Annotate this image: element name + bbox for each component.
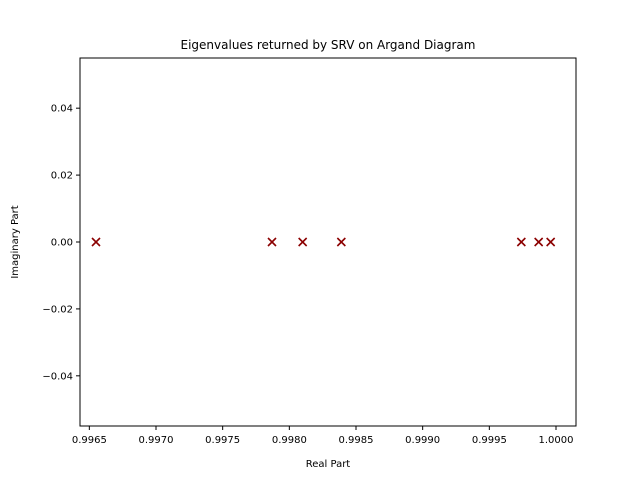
data-point <box>534 237 544 247</box>
data-point <box>267 237 277 247</box>
data-point <box>336 237 346 247</box>
x-tick-label: 0.9970 <box>139 435 174 446</box>
x-tick-label: 0.9985 <box>339 435 374 446</box>
x-tick-label: 0.9995 <box>472 435 507 446</box>
x-tick-label: 0.9980 <box>272 435 307 446</box>
x-axis: 0.9965 0.9970 0.9975 0.9980 0.9985 0.9990 0.99… <box>72 426 574 446</box>
data-point <box>91 237 101 247</box>
x-tick-label: 0.9965 <box>72 435 107 446</box>
x-tick-label: 0.9990 <box>405 435 440 446</box>
data-points <box>91 237 556 247</box>
data-point <box>298 237 308 247</box>
y-tick-label: 0.04 <box>51 104 73 115</box>
y-tick-label: 0.00 <box>51 238 73 249</box>
y-tick-label: −0.04 <box>42 371 73 382</box>
x-tick-label: 1.0000 <box>539 435 574 446</box>
data-point <box>516 237 526 247</box>
chart-title: Eigenvalues returned by SRV on Argand Di… <box>181 38 476 52</box>
data-point <box>546 237 556 247</box>
y-tick-label: −0.02 <box>42 304 73 315</box>
x-axis-label: Real Part <box>306 459 351 470</box>
y-axis-label: Imaginary Part <box>10 205 21 278</box>
y-axis: −0.04 −0.02 0.00 0.02 0.04 <box>42 104 80 382</box>
x-tick-label: 0.9975 <box>205 435 240 446</box>
plot-area <box>79 57 577 427</box>
y-tick-label: 0.02 <box>51 171 73 182</box>
